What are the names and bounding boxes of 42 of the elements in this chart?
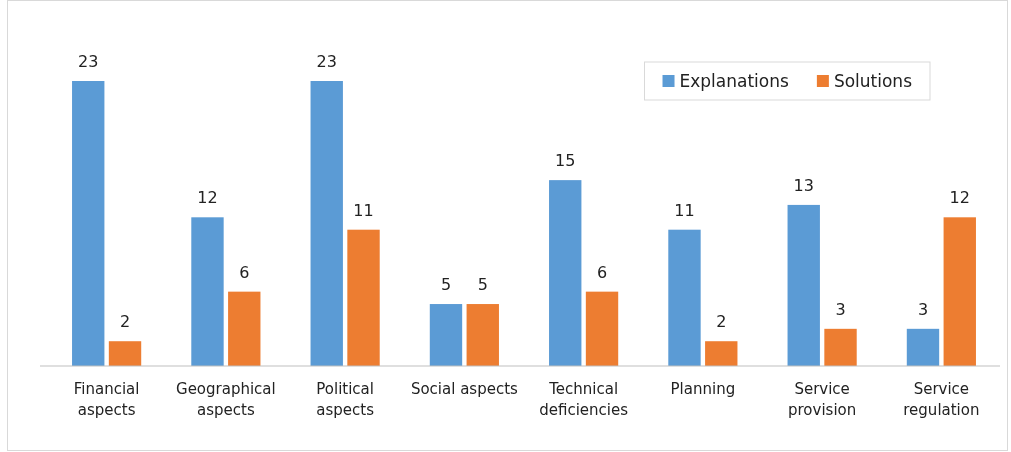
data-label: 3 (835, 299, 846, 319)
data-label: 2 (716, 312, 727, 332)
data-label: 3 (917, 299, 929, 319)
data-label: 23 (316, 52, 337, 71)
x-tick-label: Political aspects (316, 380, 375, 419)
data-label: 12 (197, 188, 218, 208)
bar (466, 304, 499, 366)
bar (943, 217, 976, 366)
data-label: 23 (78, 52, 99, 71)
data-label: 11 (353, 200, 374, 220)
data-label: 6 (596, 262, 608, 282)
x-tick-label: Service provision (788, 380, 857, 419)
bar (787, 204, 820, 366)
bar (585, 291, 619, 366)
data-label: 12 (949, 188, 970, 208)
data-label: 2 (119, 312, 131, 332)
x-tick-label: Geographical aspects (176, 380, 276, 419)
bar (824, 328, 857, 366)
bar (668, 229, 701, 366)
bar (310, 81, 343, 366)
data-label: 13 (793, 175, 814, 195)
x-tick-label: Technical deficiencies (539, 380, 629, 419)
legend-label: Solutions (833, 71, 913, 91)
bar (906, 328, 940, 366)
data-label: 11 (674, 200, 695, 220)
x-tick-label: Financial aspects (73, 380, 140, 419)
x-tick-label: Social aspects (410, 380, 519, 398)
data-label: 5 (477, 275, 488, 295)
bar (705, 341, 738, 366)
x-tick-label: Planning (670, 380, 736, 398)
legend-label: Explanations (679, 71, 789, 91)
data-label: 15 (555, 151, 576, 171)
bar (429, 304, 463, 366)
bar (108, 341, 142, 366)
data-label: 6 (239, 262, 250, 282)
bar (228, 291, 261, 366)
bar (72, 81, 105, 366)
bar (347, 229, 380, 366)
x-tick-label: Service regulation (903, 380, 980, 419)
data-label: 5 (440, 275, 452, 295)
bar (549, 180, 582, 366)
bar (191, 217, 224, 366)
